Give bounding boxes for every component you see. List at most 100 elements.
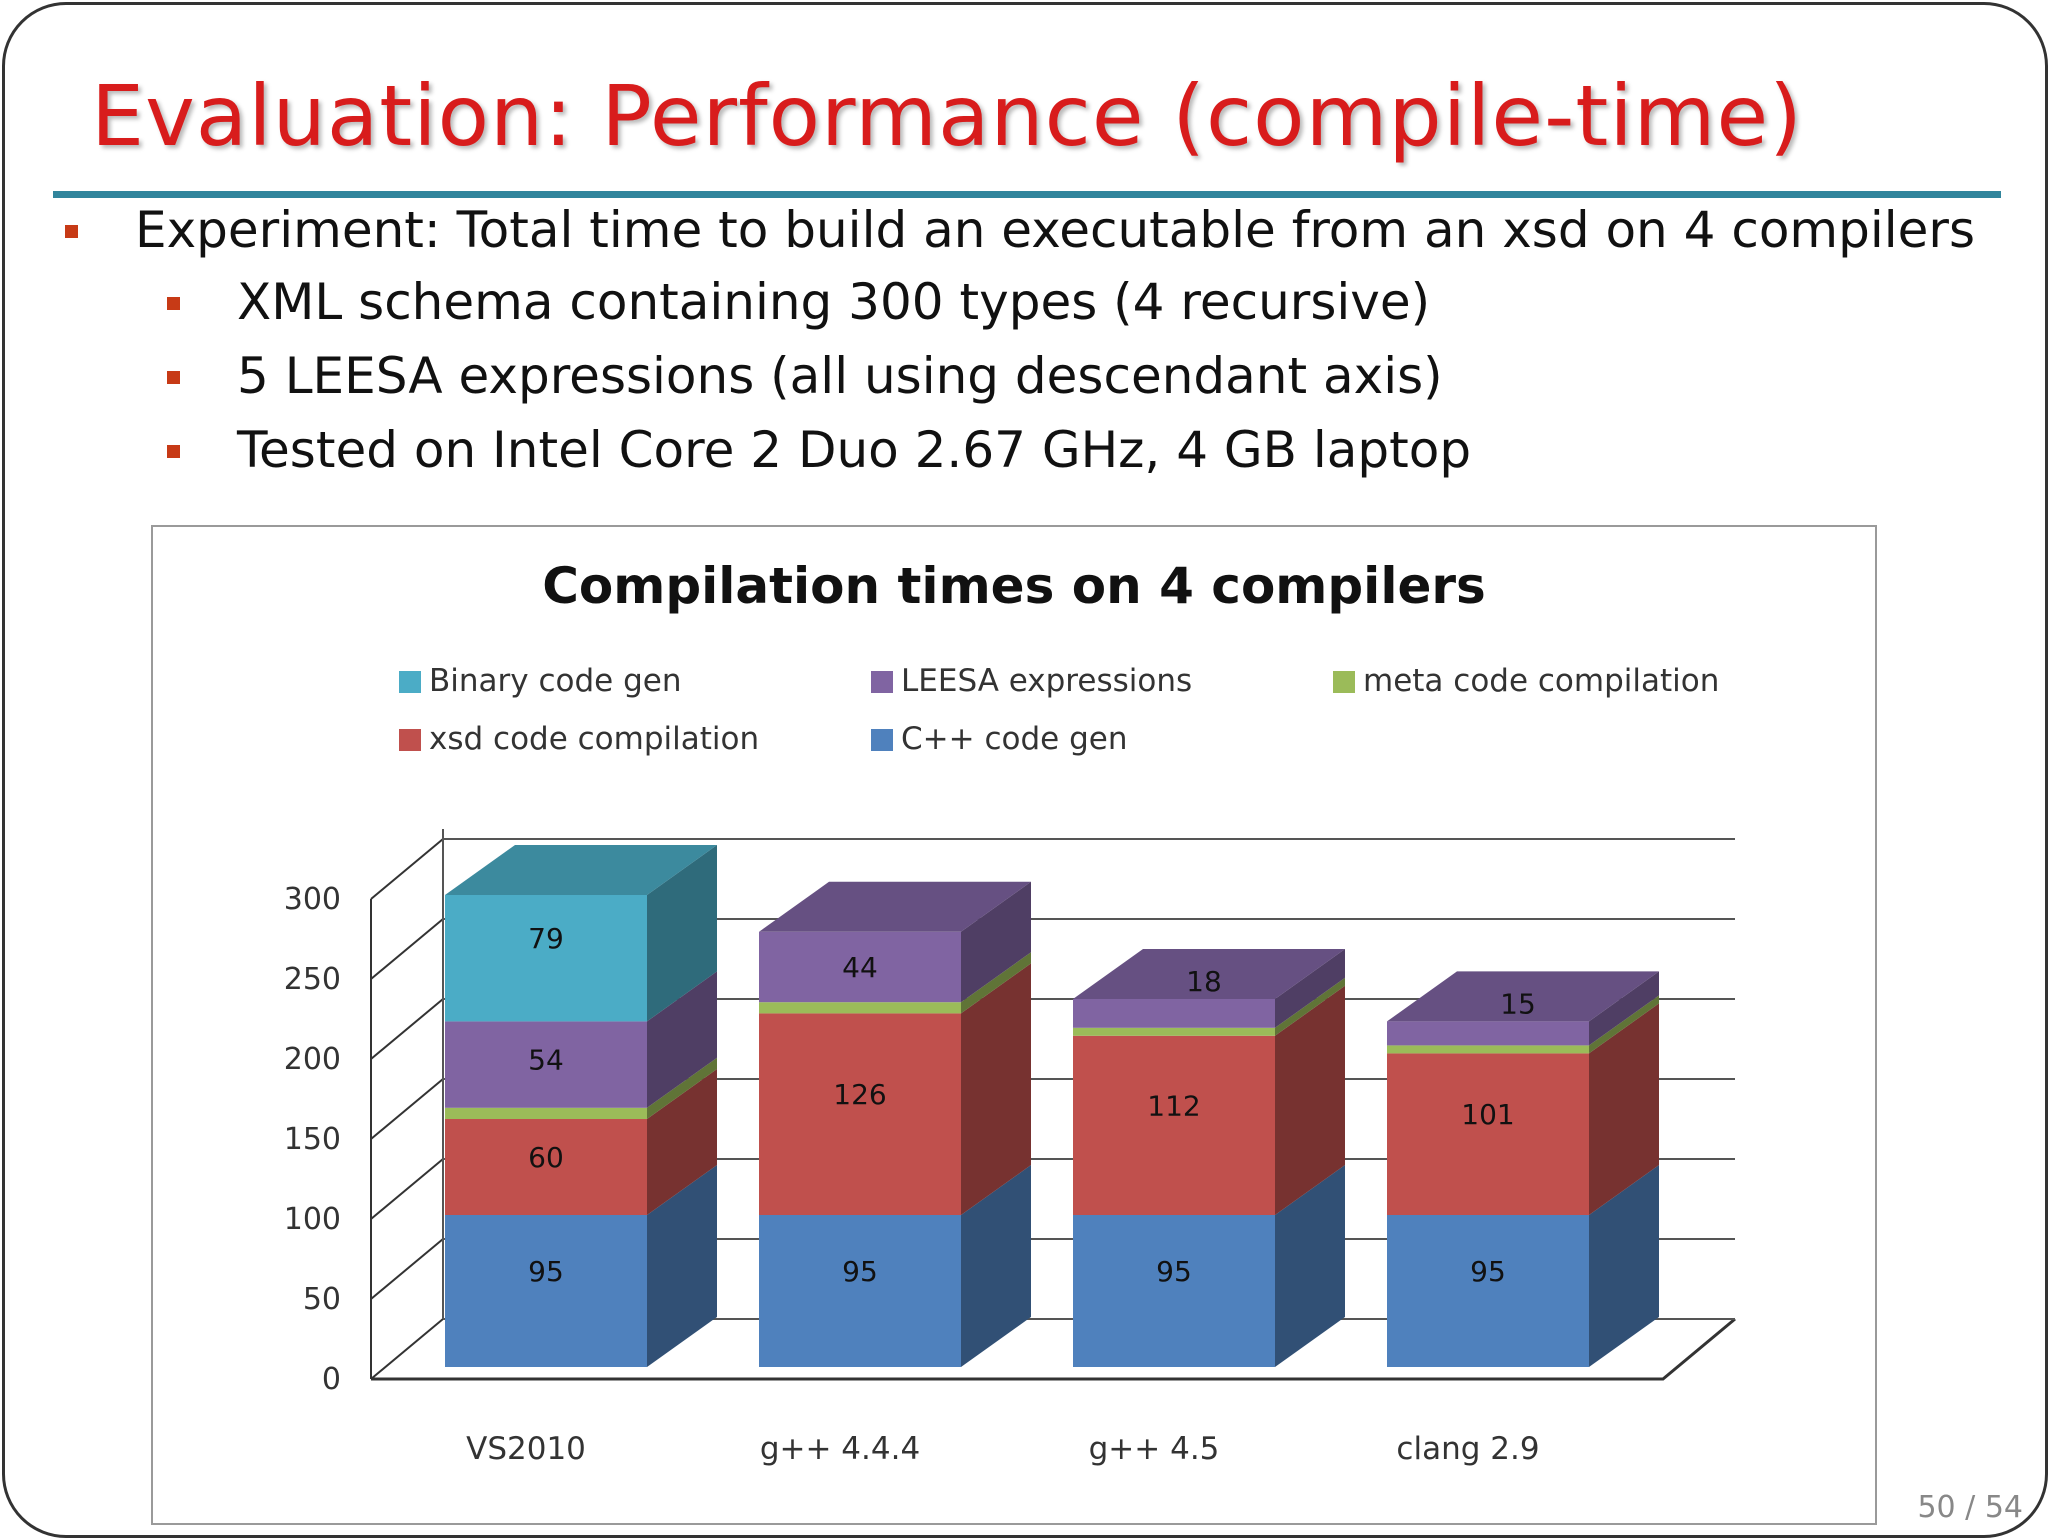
title-divider [53, 191, 2001, 198]
bar-side [1275, 1165, 1345, 1367]
bullet-square-icon [167, 371, 180, 384]
gridline-depth [370, 1238, 444, 1300]
sub-bullet-hardware: Tested on Intel Core 2 Duo 2.67 GHz, 4 G… [167, 421, 1472, 479]
data-label: 95 [1156, 1255, 1192, 1288]
data-label: 95 [1470, 1255, 1506, 1288]
bullet-square-icon [167, 297, 180, 310]
bar-front [1073, 1215, 1275, 1367]
legend-swatch [399, 671, 421, 693]
legend-swatch [1333, 671, 1355, 693]
bar-front [445, 1215, 647, 1367]
bar-side [961, 963, 1031, 1215]
bar-front [759, 1002, 961, 1014]
data-label: 15 [1500, 987, 1536, 1020]
bar-side [1275, 985, 1345, 1215]
bar-segment [445, 1057, 717, 1119]
bar-segment: 95 [759, 1165, 1031, 1367]
bar-side [1589, 995, 1659, 1054]
sub-bullet-schema: XML schema containing 300 types (4 recur… [167, 273, 1431, 331]
legend-item: C++ code gen [871, 721, 1127, 757]
gridline-depth [370, 998, 444, 1060]
data-label: 112 [1147, 1089, 1200, 1122]
bar-segment: 112 [1073, 985, 1345, 1215]
chart: Compilation times on 4 compilers Binary c… [284, 557, 1736, 1467]
bar-front [445, 1021, 647, 1108]
bar-segment: 95 [445, 1165, 717, 1367]
legend-item: LEESA expressions [871, 663, 1192, 699]
data-label: 101 [1461, 1098, 1514, 1131]
bar-segment: 44 [759, 881, 1031, 1003]
y-tick-label: 200 [284, 1042, 341, 1077]
bar-front [759, 1013, 961, 1215]
bar-front [1387, 1021, 1589, 1046]
bar-front [445, 1107, 647, 1119]
sub-bullet-expressions: 5 LEESA expressions (all using descendan… [167, 347, 1443, 405]
y-tick-label: 250 [284, 962, 341, 997]
legend-item: Binary code gen [399, 663, 681, 699]
bar-segment: 18 [1073, 949, 1345, 1028]
bar-side [647, 845, 717, 1022]
data-label: 18 [1186, 965, 1222, 998]
legend-item: xsd code compilation [399, 721, 759, 757]
legend-item: meta code compilation [1333, 663, 1719, 699]
bar-top [1387, 971, 1659, 1022]
page-number: 50 / 54 [1917, 1490, 2023, 1525]
bar-segment: 101 [1387, 1003, 1659, 1215]
data-label: 79 [528, 922, 564, 955]
bar-side [647, 1057, 717, 1119]
data-label: 60 [528, 1141, 564, 1174]
bar-segment: 95 [1387, 1165, 1659, 1367]
bar-front [1073, 999, 1275, 1028]
x-tick-label: g++ 4.5 [1089, 1431, 1220, 1467]
y-tick-label: 150 [284, 1122, 341, 1157]
data-label: 95 [842, 1255, 878, 1288]
bar-side [647, 1165, 717, 1367]
bullet-text: XML schema containing 300 types (4 recur… [237, 273, 1431, 331]
bar-front [759, 931, 961, 1003]
bar-side [1589, 971, 1659, 1046]
x-tick-label: clang 2.9 [1396, 1431, 1539, 1467]
bar-front [1387, 1045, 1589, 1054]
bar-side [1589, 1165, 1659, 1367]
bar-side [1589, 1003, 1659, 1215]
bar-front [1073, 1027, 1275, 1036]
bar-front [445, 1119, 647, 1215]
gridline-depth [370, 838, 444, 900]
x-tick-label: VS2010 [466, 1431, 586, 1467]
bar-segment: 15 [1387, 971, 1659, 1046]
bar-front [759, 1215, 961, 1367]
bar-top [445, 845, 717, 895]
legend-swatch [871, 671, 893, 693]
y-tick-label: 100 [284, 1202, 341, 1237]
y-tick-label: 50 [303, 1282, 341, 1317]
bar-front [1073, 1035, 1275, 1215]
bullet-experiment: Experiment: Total time to build an execu… [65, 201, 1976, 259]
gridline-depth [370, 918, 444, 980]
bar-side [647, 1069, 717, 1215]
legend-label: LEESA expressions [901, 663, 1192, 699]
bullet-text: 5 LEESA expressions (all using descendan… [237, 347, 1443, 405]
legend-swatch [399, 729, 421, 751]
bullet-square-icon [65, 225, 78, 238]
bar-segment [1073, 977, 1345, 1036]
legend-label: C++ code gen [901, 721, 1127, 757]
bar-segment [759, 952, 1031, 1014]
bullet-square-icon [167, 445, 180, 458]
bullet-text: Experiment: Total time to build an execu… [135, 201, 1976, 259]
chart-title: Compilation times on 4 compilers [542, 557, 1486, 615]
bar-front [445, 895, 647, 1022]
bar-segment: 95 [1073, 1165, 1345, 1367]
bar-segment: 126 [759, 963, 1031, 1215]
legend-swatch [871, 729, 893, 751]
data-label: 54 [528, 1043, 564, 1076]
y-tick-label: 0 [322, 1362, 341, 1397]
bar-side [961, 1165, 1031, 1367]
slide-title: Evaluation: Performance (compile-time) [91, 67, 1803, 165]
bar-top [1073, 949, 1345, 999]
floor-edge [371, 1317, 1736, 1381]
gridline-depth [370, 1318, 444, 1380]
bullet-text: Tested on Intel Core 2 Duo 2.67 GHz, 4 G… [237, 421, 1472, 479]
bar-side [647, 971, 717, 1108]
data-label: 126 [833, 1078, 886, 1111]
